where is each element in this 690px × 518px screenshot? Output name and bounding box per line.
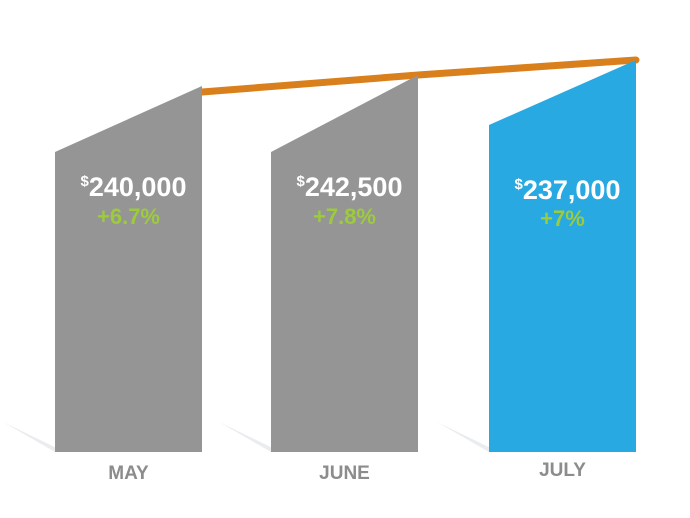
currency-symbol: $: [515, 176, 524, 193]
change-label: +7.8%: [313, 204, 376, 229]
value-label: $240,000: [81, 172, 187, 202]
bar-may: [55, 86, 202, 452]
month-label: JUNE: [319, 463, 370, 484]
month-label: MAY: [108, 463, 149, 484]
bar-june: [271, 75, 418, 452]
trend-line: [198, 56, 640, 96]
change-label: +6.7%: [97, 204, 160, 229]
month-label: JULY: [539, 460, 586, 481]
value-number: 237,000: [523, 175, 621, 205]
bar-shadow: [219, 422, 281, 452]
value-label: $242,500: [297, 172, 403, 202]
value-number: 240,000: [89, 172, 187, 202]
bar-shadow: [437, 422, 499, 452]
value-number: 242,500: [305, 172, 403, 202]
currency-symbol: $: [81, 173, 90, 190]
change-label: +7%: [540, 206, 585, 231]
bar-shadow: [3, 422, 65, 452]
value-label: $237,000: [515, 175, 621, 205]
bar-july: [489, 60, 636, 452]
currency-symbol: $: [297, 173, 306, 190]
